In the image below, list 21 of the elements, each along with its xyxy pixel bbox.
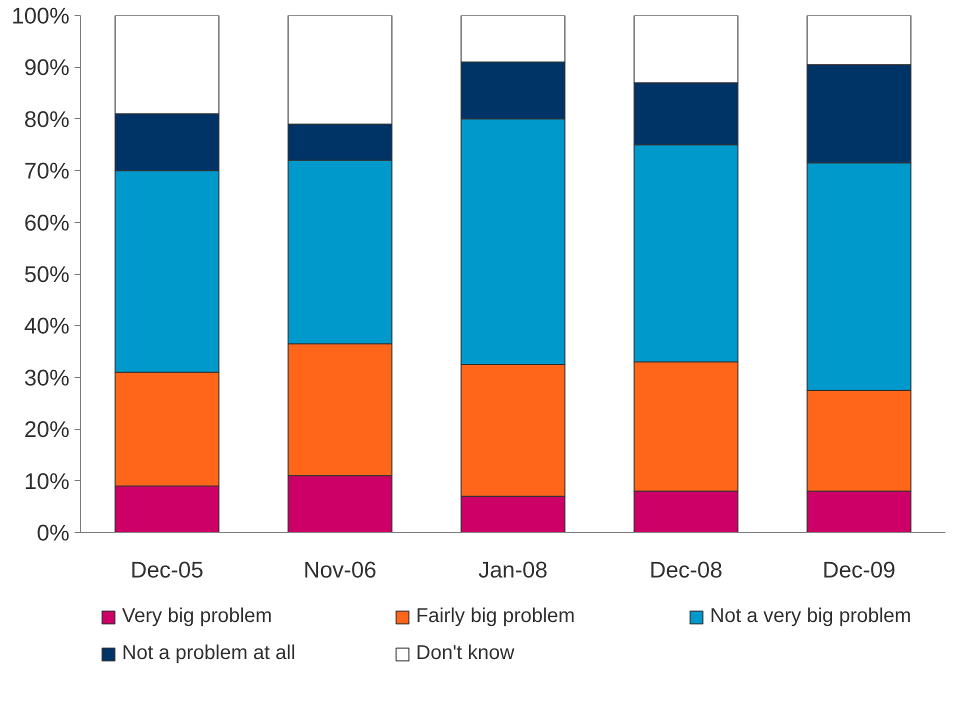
y-tick-label: 50% [24,261,70,287]
y-tick-label: 10% [24,468,70,494]
x-tick-label: Dec-05 [130,556,204,582]
x-tick-label: Dec-09 [822,556,896,582]
x-tick-label: Dec-08 [649,556,723,582]
x-tick-label: Nov-06 [303,556,377,582]
y-tick-label: 40% [24,312,70,339]
y-tick-label: 0% [36,520,70,546]
x-tick-label: Jan-08 [478,556,548,582]
y-tick-label: 80% [24,106,70,132]
legend-label: Not a problem at all [122,642,296,665]
y-tick-label: 100% [12,2,70,28]
legend-label: Very big problem [122,605,274,628]
legend-label: Don't know [416,642,516,665]
legend-label: Fairly big problem [416,605,576,628]
y-tick-label: 90% [24,54,70,80]
y-tick-label: 60% [24,209,70,236]
y-tick-label: 20% [24,416,70,442]
y-tick-label: 70% [24,158,70,184]
y-tick-label: 30% [24,364,70,390]
legend-label: Not a very big problem [710,605,912,628]
